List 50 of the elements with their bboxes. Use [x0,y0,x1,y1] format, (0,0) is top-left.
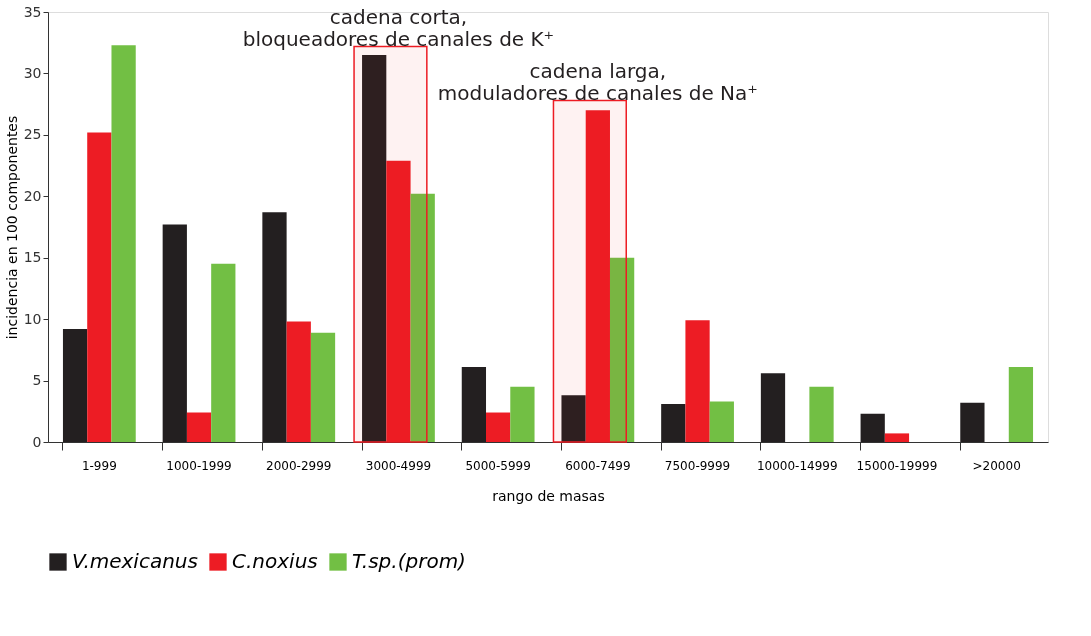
bar [386,160,411,442]
legend-label: C.noxius [232,549,318,573]
x-axis-title: rango de masas [492,487,605,504]
legend-label: T.sp.(prom) [352,549,466,573]
y-tick-label: 5 [32,372,42,389]
y-axis-title: incidencia en 100 componentes [3,115,20,340]
bar [87,132,112,442]
annotation: cadena corta, bloqueadores de canales de K⁺ [242,5,555,52]
bar [461,367,487,442]
bar [286,321,311,442]
x-tick-label: 1-999 [81,458,117,473]
bar [884,433,910,442]
bar [860,413,885,442]
x-tick-label: 10000-14999 [756,458,838,473]
x-tick-label: 15000-19999 [856,458,938,473]
y-tick-label: 10 [23,310,42,327]
bar [510,386,535,442]
bar [760,373,786,442]
y-tick-label: 20 [23,187,42,204]
y-tick-label: 30 [23,64,42,81]
y-tick-label: 15 [23,249,42,266]
bar [162,224,187,442]
annotation: cadena larga, moduladores de canales de Na⁺ [437,59,758,106]
bar [661,403,686,442]
y-tick-label: 0 [32,433,42,450]
bar [685,320,710,442]
bar [1008,367,1034,442]
x-tick-label: 6000-7499 [565,458,631,473]
bar [486,412,511,442]
y-tick-label: 25 [23,126,42,143]
x-tick-label: 2000-2999 [266,458,332,473]
bar [211,263,236,442]
x-tick-label: 5000-5999 [465,458,531,473]
bar [111,45,136,442]
bar [186,412,212,442]
bar [561,395,586,442]
x-tick-label: >20000 [972,458,1021,473]
x-tick-label: 7500-9999 [664,458,731,473]
bar [609,257,635,442]
bar [960,402,985,442]
bar [709,401,734,442]
bar [809,386,834,442]
x-tick-label: 1000-1999 [166,458,232,473]
bar [262,212,287,442]
bar [310,332,336,442]
bar [410,193,435,442]
y-tick-label: 35 [23,3,42,20]
x-tick-label: 3000-4999 [365,458,432,473]
bar [62,328,88,442]
legend-label: V.mexicanus [72,549,198,573]
